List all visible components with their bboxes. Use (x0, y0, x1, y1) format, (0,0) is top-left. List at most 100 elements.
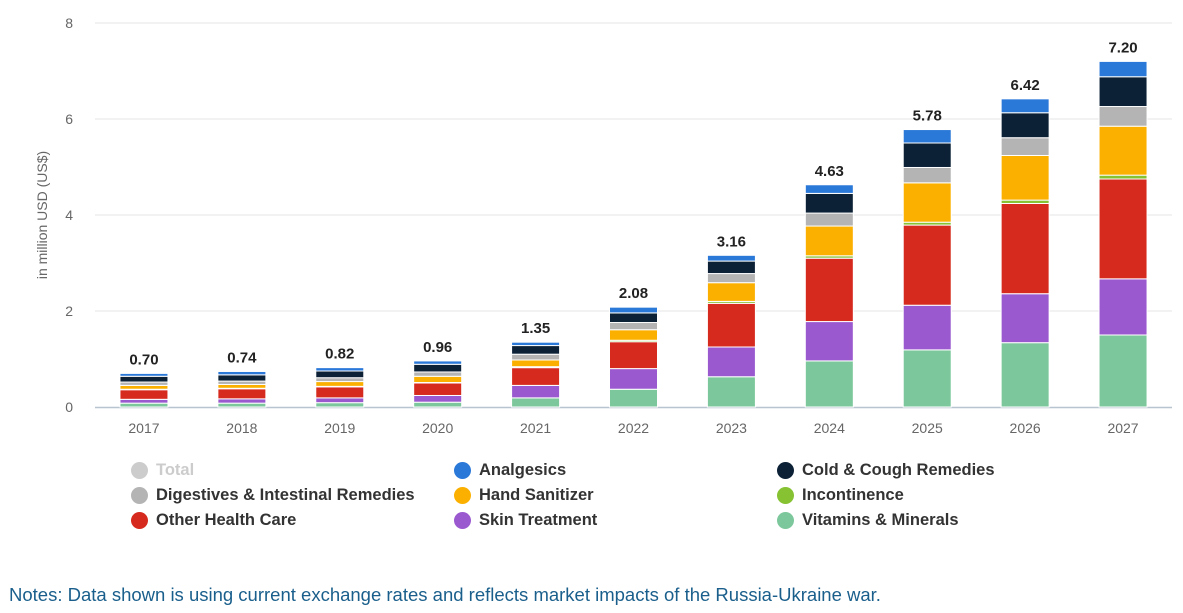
bar-segment (804, 184, 854, 194)
x-tick-label: 2026 (1010, 420, 1041, 436)
y-tick-label: 6 (65, 111, 73, 127)
bar-segment (902, 166, 952, 184)
bar-segment (609, 312, 658, 324)
x-tick-label: 2017 (128, 420, 159, 436)
bar-segment (1098, 174, 1148, 180)
bar-segment (315, 370, 365, 379)
bar-segment (413, 382, 463, 396)
bar-segment (511, 345, 561, 355)
bar-segment (706, 273, 756, 284)
bar-segment (217, 402, 267, 408)
bar-segment (1098, 178, 1148, 280)
bar-segment (1098, 76, 1148, 108)
legend-item[interactable]: Total (131, 461, 194, 480)
bar-segment (511, 384, 561, 399)
legend-swatch (131, 512, 148, 529)
x-tick-label: 2025 (912, 420, 943, 436)
bar-segment (902, 349, 952, 408)
y-tick-label: 4 (65, 207, 73, 223)
bar-segment (119, 398, 169, 404)
bar-segment (902, 224, 952, 306)
bar-segment (119, 375, 169, 383)
bar-segment (609, 329, 658, 341)
bar-segment (706, 346, 756, 378)
legend-swatch (777, 512, 794, 529)
bar-segment (315, 367, 365, 372)
bar-segment (1098, 278, 1148, 336)
x-tick-label: 2020 (422, 420, 453, 436)
bar-segment (1000, 154, 1050, 201)
bar-segment (511, 353, 561, 361)
bar-segment (1000, 112, 1050, 139)
bar-segment (119, 372, 169, 377)
legend-swatch (454, 512, 471, 529)
bar-segment (413, 371, 463, 377)
y-axis-label: in million USD (US$) (34, 151, 50, 279)
bar-segment (804, 212, 854, 227)
stacked-bar-chart: 0 2 4 6 8 in million USD (US$) 0.70 2017 0.74 201… (34, 15, 1172, 436)
legend-item[interactable]: Other Health Care (131, 511, 296, 530)
bar-segment (706, 254, 756, 262)
bar-segment (315, 402, 365, 408)
total-data-label: 5.78 (913, 108, 942, 125)
legend-item[interactable]: Skin Treatment (454, 511, 597, 530)
bar-segment (413, 363, 463, 373)
bar-segment (1000, 293, 1050, 344)
total-data-label: 4.63 (815, 163, 844, 180)
total-data-label: 1.35 (521, 320, 550, 337)
legend-label: Analgesics (479, 461, 567, 479)
y-tick-label: 2 (65, 303, 73, 319)
bar-segment (217, 380, 267, 385)
legend-item[interactable]: Hand Sanitizer (454, 486, 594, 505)
total-data-label: 0.82 (325, 346, 354, 363)
bar-segment (315, 386, 365, 399)
bar-segment (511, 359, 561, 368)
bar-segment (804, 192, 854, 214)
bar-segment (1098, 334, 1148, 408)
bar-segment (609, 368, 658, 390)
bar-segment (804, 257, 854, 323)
bar-segment (609, 341, 658, 370)
bar-segment (706, 376, 756, 408)
total-data-label: 6.42 (1011, 77, 1040, 94)
y-tick-label: 0 (65, 399, 73, 415)
bar-segment (119, 402, 169, 408)
legend-item[interactable]: Digestives & Intestinal Remedies (131, 486, 415, 505)
x-tick-label: 2022 (618, 420, 649, 436)
legend-item[interactable]: Vitamins & Minerals (777, 511, 959, 530)
legend-item[interactable]: Cold & Cough Remedies (777, 461, 995, 480)
bar-segment (706, 302, 756, 348)
legend-label: Digestives & Intestinal Remedies (156, 486, 415, 504)
bar-segment (413, 360, 463, 365)
bar-segment (804, 225, 854, 257)
bar-segment (119, 384, 169, 390)
notes-text: Notes: Data shown is using current excha… (9, 584, 881, 605)
legend-label: Other Health Care (156, 511, 297, 529)
total-data-label: 0.74 (227, 349, 257, 366)
legend-label: Total (156, 461, 195, 479)
legend-swatch (777, 462, 794, 479)
y-tick-label: 8 (65, 15, 73, 31)
legend-label: Skin Treatment (479, 511, 598, 529)
total-data-label: 7.20 (1108, 39, 1137, 56)
bar-segment (1098, 106, 1148, 127)
x-tick-label: 2027 (1107, 420, 1138, 436)
bar-segment (315, 397, 365, 404)
legend-item[interactable]: Incontinence (777, 486, 904, 505)
bar-segment (609, 322, 658, 331)
bar-segment (119, 389, 169, 400)
total-data-label: 3.16 (717, 233, 746, 250)
bar-segment (315, 377, 365, 383)
bar-segment (804, 321, 854, 362)
legend-label: Incontinence (802, 486, 904, 504)
bar-segment (902, 142, 952, 168)
bar-segment (609, 306, 658, 314)
bar-segment (1098, 125, 1148, 176)
legend-swatch (777, 487, 794, 504)
legend-swatch (454, 462, 471, 479)
bar-segment (217, 398, 267, 404)
legend-item[interactable]: Analgesics (454, 461, 566, 480)
bar-segment (217, 374, 267, 382)
legend-label: Hand Sanitizer (479, 486, 594, 504)
x-tick-label: 2018 (226, 420, 257, 436)
